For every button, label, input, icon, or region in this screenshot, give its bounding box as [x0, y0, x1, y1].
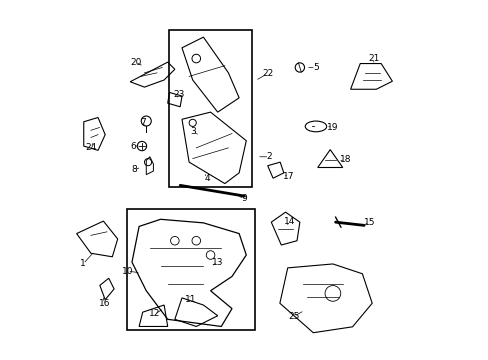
Text: 24: 24 — [85, 143, 96, 152]
Text: 23: 23 — [173, 90, 185, 99]
Text: 19: 19 — [326, 123, 338, 132]
Text: 1: 1 — [80, 260, 86, 269]
Text: 6: 6 — [130, 141, 136, 150]
Text: 17: 17 — [283, 172, 294, 181]
Bar — [169, 30, 251, 187]
Text: 2: 2 — [266, 152, 272, 161]
Text: 14: 14 — [283, 217, 294, 226]
Text: 4: 4 — [204, 174, 209, 183]
Text: 5: 5 — [312, 63, 318, 72]
Text: 18: 18 — [339, 156, 350, 165]
Text: 20: 20 — [130, 58, 141, 67]
Text: 25: 25 — [287, 312, 299, 321]
Text: 11: 11 — [185, 295, 196, 304]
Bar — [126, 208, 255, 330]
Text: 13: 13 — [211, 258, 223, 267]
Text: 9: 9 — [241, 194, 247, 203]
Text: 22: 22 — [262, 69, 273, 78]
Text: 12: 12 — [148, 310, 160, 319]
Text: 21: 21 — [367, 54, 379, 63]
Text: 10: 10 — [122, 267, 133, 276]
Text: 8: 8 — [131, 165, 136, 174]
Text: 3: 3 — [189, 127, 195, 136]
Text: 7: 7 — [140, 118, 145, 127]
Text: 15: 15 — [363, 218, 374, 227]
Text: 16: 16 — [99, 299, 110, 308]
